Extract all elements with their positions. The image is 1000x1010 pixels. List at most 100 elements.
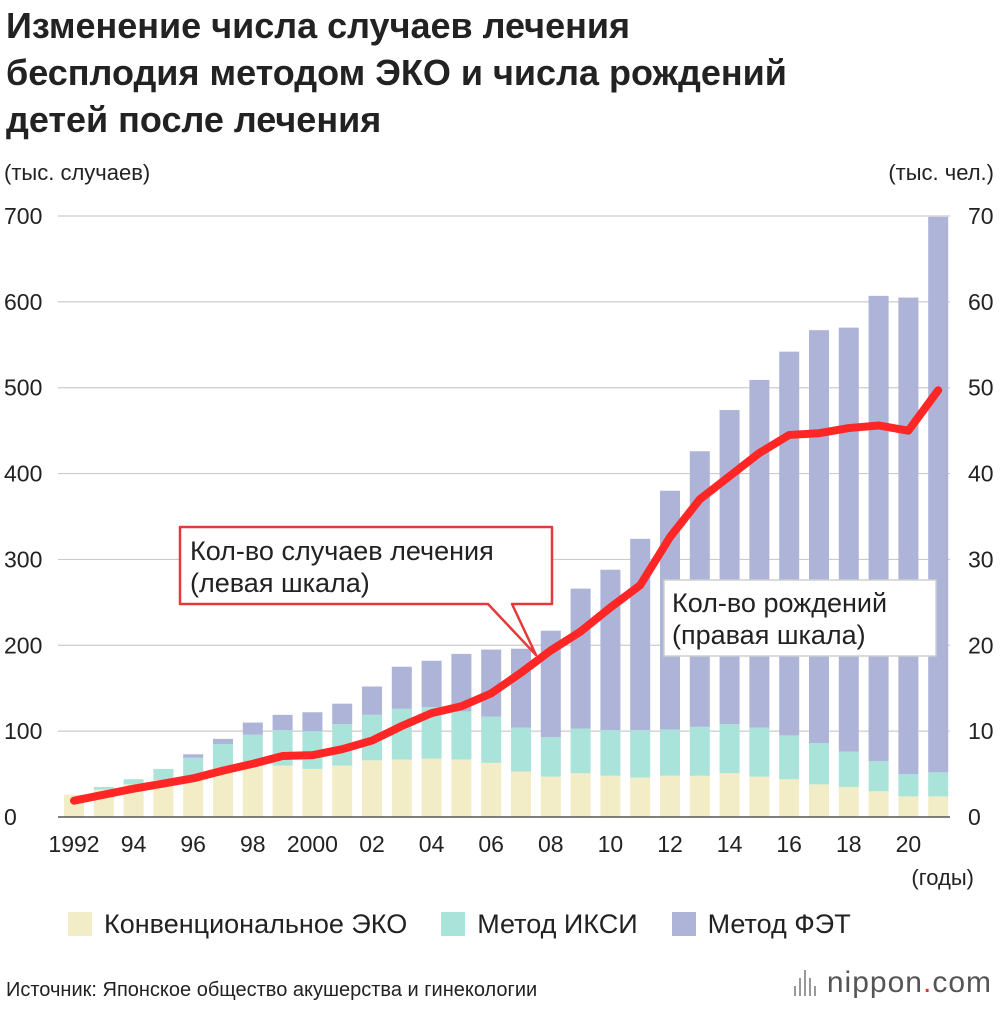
bar-fet: [809, 330, 829, 744]
source-note: Источник: Японское общество акушерства и…: [6, 979, 538, 1001]
bar-fet: [511, 648, 531, 728]
bar-conventional: [391, 759, 412, 817]
x-tick-label: 2000: [287, 831, 338, 857]
bar-conventional: [183, 778, 204, 817]
left-tick-label: 500: [4, 375, 42, 401]
bar-fet: [898, 297, 919, 775]
bar-fet: [183, 754, 204, 758]
right-tick-label: 50: [968, 375, 994, 401]
x-tick-label: 02: [359, 831, 385, 857]
x-tick-label: 16: [776, 831, 802, 857]
legend-item-fet: Метод ФЭТ: [671, 909, 851, 940]
bar-icsi: [123, 779, 144, 785]
bar-icsi: [302, 731, 323, 769]
bar-conventional: [838, 786, 859, 817]
bar-icsi: [749, 727, 770, 777]
title-line-1: Изменение числа случаев лечения: [6, 5, 630, 46]
bar-fet: [600, 569, 621, 731]
bar-icsi: [421, 707, 442, 759]
bar-conventional: [719, 773, 740, 817]
chart-title: Изменение числа случаев лечения бесплоди…: [6, 2, 966, 143]
x-tick-label: 1992: [48, 831, 99, 857]
bar-icsi: [391, 708, 412, 760]
bar-icsi: [779, 735, 800, 780]
legend: Конвенциональное ЭКО Метод ИКСИ Метод ФЭ…: [68, 904, 885, 944]
x-tick-label: 06: [478, 831, 504, 857]
right-tick-label: 60: [968, 289, 994, 315]
left-tick-label: 600: [4, 289, 42, 315]
title-line-2: бесплодия методом ЭКО и числа рождений: [6, 52, 787, 93]
left-tick-label: 0: [4, 804, 17, 830]
bar-icsi: [451, 711, 472, 760]
callout-births-line-1: Кол-во рождений: [672, 588, 887, 618]
bar-conventional: [928, 796, 949, 817]
bar-icsi: [540, 737, 561, 777]
legend-item-conventional: Конвенциональное ЭКО: [68, 909, 407, 940]
bar-fet: [719, 410, 740, 725]
bar-icsi: [213, 744, 233, 773]
bar-conventional: [600, 775, 621, 817]
callout-births-box: [663, 579, 937, 657]
x-tick-label: 20: [896, 831, 922, 857]
bar-conventional: [630, 777, 651, 817]
bar-conventional: [272, 765, 293, 817]
left-tick-label: 400: [4, 461, 42, 487]
bar-conventional: [213, 772, 233, 817]
bar-conventional: [153, 780, 174, 817]
bar-stacks: [64, 216, 949, 817]
bar-fet: [272, 714, 293, 731]
bar-icsi: [630, 730, 651, 778]
bar-icsi: [868, 761, 889, 792]
bar-icsi: [600, 730, 621, 776]
bar-fet: [391, 666, 412, 709]
bar-icsi: [481, 716, 502, 763]
bar-conventional: [779, 779, 800, 817]
bar-icsi: [898, 774, 919, 797]
x-tick-label: 12: [657, 831, 683, 857]
bar-fet: [213, 738, 233, 745]
bar-fet: [362, 686, 382, 715]
left-tick-label: 100: [4, 718, 42, 744]
x-axis-unit: (годы): [911, 865, 974, 890]
right-tick-label: 40: [968, 461, 994, 487]
title-line-3: детей после лечения: [6, 99, 382, 140]
bar-conventional: [540, 776, 561, 817]
bar-fet: [332, 703, 353, 725]
bar-icsi: [511, 727, 531, 772]
callout-treatments-box: [178, 525, 554, 657]
x-tick-label: 14: [717, 831, 743, 857]
bar-icsi: [93, 786, 114, 790]
legend-swatch-conventional: [68, 912, 92, 936]
right-tick-label: 10: [968, 718, 994, 744]
bar-fet: [481, 649, 502, 717]
callout-treatments-line-2: (левая шкала): [190, 568, 370, 598]
bar-icsi: [838, 751, 859, 787]
legend-label-conventional: Конвенциональное ЭКО: [104, 908, 408, 939]
x-axis-ticks: 1992 94 96 98 2000 02 04 06 08 10 12 14 16 18 20: [48, 831, 921, 857]
bar-icsi: [689, 726, 710, 776]
right-axis-unit: (тыс. чел.): [888, 160, 994, 185]
bar-icsi: [928, 772, 949, 797]
bar-fet: [242, 722, 263, 735]
bar-fet: [868, 295, 889, 762]
births-line: [70, 386, 943, 805]
legend-label-icsi: Метод ИКСИ: [477, 908, 638, 939]
bar-conventional: [898, 796, 919, 817]
bar-fet: [302, 712, 323, 732]
callout-births: Кол-во рождений (правая шкала): [663, 579, 937, 657]
bar-conventional: [302, 768, 323, 817]
bar-fet: [838, 327, 859, 752]
bar-conventional: [809, 784, 829, 817]
bar-icsi: [719, 724, 740, 774]
x-tick-label: 04: [419, 831, 445, 857]
bar-fet: [421, 660, 442, 708]
callout-births-line-2: (правая шкала): [672, 620, 866, 650]
x-tick-label: 10: [598, 831, 624, 857]
combo-chart: 0 100 200 300 400 500 600 700 0 10 20 30 40 50 60 70 1…: [4, 203, 994, 890]
bar-icsi: [660, 729, 680, 776]
bar-fet: [779, 351, 800, 736]
left-axis-ticks: 0 100 200 300 400 500 600 700: [4, 203, 42, 830]
bar-conventional: [481, 762, 502, 817]
right-tick-label: 30: [968, 546, 994, 572]
right-axis-ticks: 0 10 20 30 40 50 60 70: [968, 203, 994, 830]
